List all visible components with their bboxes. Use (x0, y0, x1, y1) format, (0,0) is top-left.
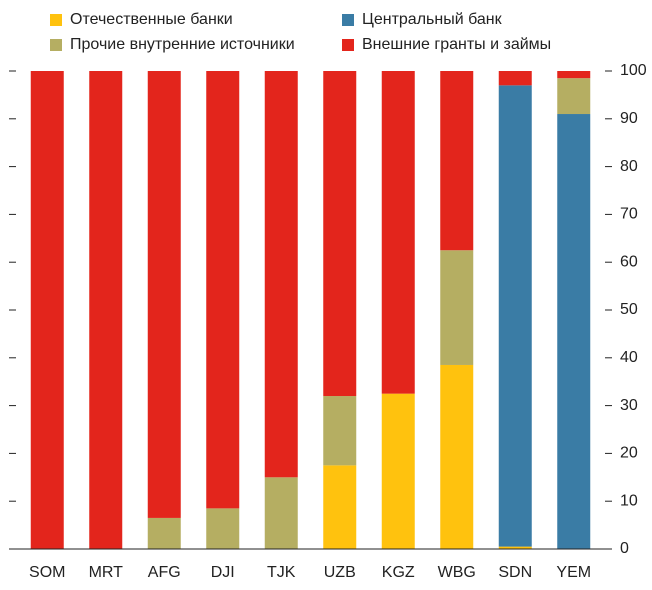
bar-segment (206, 508, 240, 549)
x-tick-label: TJK (267, 564, 296, 581)
y-tick-label: 10 (620, 492, 638, 509)
x-tick-label: SOM (29, 564, 65, 581)
bar-segment (264, 477, 298, 549)
legend-swatch (50, 39, 62, 51)
bar-segment (498, 71, 532, 86)
y-tick-label: 60 (620, 253, 638, 270)
bar-segment (498, 546, 532, 549)
x-tick-label: KGZ (382, 564, 415, 581)
bar-segment (498, 85, 532, 547)
legend-swatch (50, 14, 62, 26)
y-tick-label: 20 (620, 445, 638, 462)
bar-segment (557, 71, 591, 79)
legend-swatch (342, 39, 354, 51)
legend-label: Внешние гранты и займы (362, 36, 551, 53)
bar-segment (323, 465, 357, 549)
y-tick-label: 80 (620, 158, 638, 175)
y-tick-label: 40 (620, 349, 638, 366)
bar-segment (323, 396, 357, 466)
x-tick-label: UZB (324, 564, 356, 581)
x-tick-label: DJI (211, 564, 235, 581)
y-tick-label: 50 (620, 301, 638, 318)
y-tick-label: 30 (620, 397, 638, 414)
legend-label: Центральный банк (362, 11, 503, 28)
y-tick-label: 70 (620, 206, 638, 223)
bar-segment (147, 517, 181, 549)
y-tick-label: 0 (620, 540, 629, 557)
x-tick-label: WBG (438, 564, 476, 581)
bar-segment (147, 71, 181, 518)
y-tick-label: 90 (620, 110, 638, 127)
legend-label: Отечественные банки (70, 11, 233, 28)
bar-segment (440, 364, 474, 549)
bar-segment (381, 393, 415, 549)
bar-segment (323, 71, 357, 397)
bar-segment (557, 78, 591, 115)
x-tick-label: SDN (498, 564, 532, 581)
bar-segment (440, 71, 474, 251)
x-tick-label: AFG (148, 564, 181, 581)
bar-segment (440, 250, 474, 365)
x-tick-label: YEM (556, 564, 591, 581)
bar-segment (264, 71, 298, 478)
x-tick-label: MRT (89, 564, 124, 581)
legend-swatch (342, 14, 354, 26)
bar-segment (381, 71, 415, 394)
bar-segment (557, 114, 591, 550)
bar-segment (206, 71, 240, 509)
y-tick-label: 100 (620, 62, 647, 79)
bar-segment (30, 71, 64, 549)
legend-label: Прочие внутренние источники (70, 36, 295, 53)
bar-segment (89, 71, 123, 549)
